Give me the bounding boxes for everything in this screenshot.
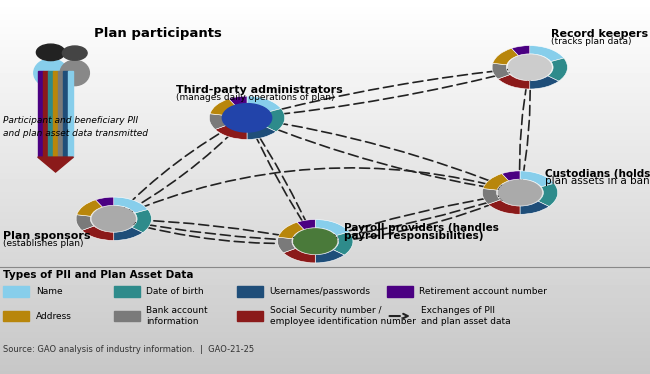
Wedge shape — [512, 46, 530, 55]
Text: plan assets in a bank): plan assets in a bank) — [545, 177, 650, 186]
Text: Custodians (holds: Custodians (holds — [545, 169, 650, 179]
Bar — [114, 311, 140, 321]
Wedge shape — [315, 220, 349, 236]
Bar — [387, 286, 413, 297]
Wedge shape — [548, 58, 567, 81]
Wedge shape — [229, 96, 247, 106]
Text: Plan participants: Plan participants — [94, 27, 222, 40]
Wedge shape — [520, 201, 549, 214]
Bar — [114, 286, 140, 297]
Circle shape — [222, 104, 272, 132]
Text: Source: GAO analysis of industry information.  |  GAO-21-25: Source: GAO analysis of industry informa… — [3, 345, 254, 354]
Text: Payroll providers (handles: Payroll providers (handles — [344, 223, 499, 233]
Bar — [237, 286, 263, 297]
Bar — [43, 71, 48, 157]
Wedge shape — [265, 108, 285, 132]
Circle shape — [499, 180, 541, 205]
Wedge shape — [210, 99, 236, 115]
Wedge shape — [278, 222, 304, 239]
Wedge shape — [530, 46, 564, 62]
Wedge shape — [315, 250, 344, 263]
Wedge shape — [77, 200, 103, 216]
Wedge shape — [114, 197, 148, 213]
Text: Types of PII and Plan Asset Data: Types of PII and Plan Asset Data — [3, 270, 194, 280]
Text: Date of birth: Date of birth — [146, 287, 204, 296]
Wedge shape — [215, 125, 247, 140]
Wedge shape — [247, 126, 276, 140]
Circle shape — [92, 206, 135, 231]
Text: (manages daily operations of plan): (manages daily operations of plan) — [176, 93, 334, 102]
Wedge shape — [483, 174, 509, 190]
Text: (tracks plan data): (tracks plan data) — [551, 37, 631, 46]
Ellipse shape — [34, 59, 68, 87]
Circle shape — [294, 229, 337, 254]
Wedge shape — [492, 63, 510, 79]
Bar — [3, 286, 29, 297]
Bar — [48, 71, 53, 157]
Text: payroll responsibilities): payroll responsibilities) — [344, 231, 484, 240]
Bar — [53, 71, 58, 157]
Text: Usernames/passwords: Usernames/passwords — [270, 287, 370, 296]
Circle shape — [62, 46, 87, 60]
Wedge shape — [82, 226, 114, 240]
Circle shape — [36, 44, 65, 61]
Text: Exchanges of PII
and plan asset data: Exchanges of PII and plan asset data — [421, 306, 510, 326]
Wedge shape — [498, 74, 530, 89]
Text: Participant and beneficiary PII
and plan asset data transmitted: Participant and beneficiary PII and plan… — [3, 116, 148, 138]
Bar — [58, 71, 63, 157]
Wedge shape — [114, 227, 143, 240]
Wedge shape — [488, 200, 520, 214]
Wedge shape — [76, 215, 94, 230]
Polygon shape — [38, 157, 73, 172]
Text: Record keepers: Record keepers — [551, 29, 647, 39]
Wedge shape — [482, 188, 500, 204]
Bar — [38, 71, 43, 157]
Text: Address: Address — [36, 312, 72, 321]
Bar — [237, 311, 263, 321]
Wedge shape — [209, 114, 228, 129]
Wedge shape — [247, 96, 281, 112]
Text: Third-party administrators: Third-party administrators — [176, 85, 343, 95]
Bar — [3, 311, 29, 321]
Text: Plan sponsors: Plan sponsors — [3, 231, 91, 240]
Wedge shape — [493, 48, 519, 65]
Bar — [68, 71, 73, 157]
Wedge shape — [132, 209, 151, 233]
Text: Name: Name — [36, 287, 62, 296]
Wedge shape — [96, 197, 114, 207]
Circle shape — [508, 55, 551, 80]
Wedge shape — [538, 183, 558, 206]
Wedge shape — [297, 220, 315, 229]
Text: (establishes plan): (establishes plan) — [3, 239, 84, 248]
Wedge shape — [283, 248, 315, 263]
Wedge shape — [530, 76, 559, 89]
Wedge shape — [502, 171, 520, 181]
Ellipse shape — [60, 60, 90, 86]
Wedge shape — [520, 171, 554, 187]
Bar — [63, 71, 68, 157]
Wedge shape — [278, 237, 296, 253]
Wedge shape — [333, 232, 353, 255]
Text: Retirement account number: Retirement account number — [419, 287, 547, 296]
Text: Social Security number /
employee identification number: Social Security number / employee identi… — [270, 306, 415, 326]
Text: Bank account
information: Bank account information — [146, 306, 208, 326]
